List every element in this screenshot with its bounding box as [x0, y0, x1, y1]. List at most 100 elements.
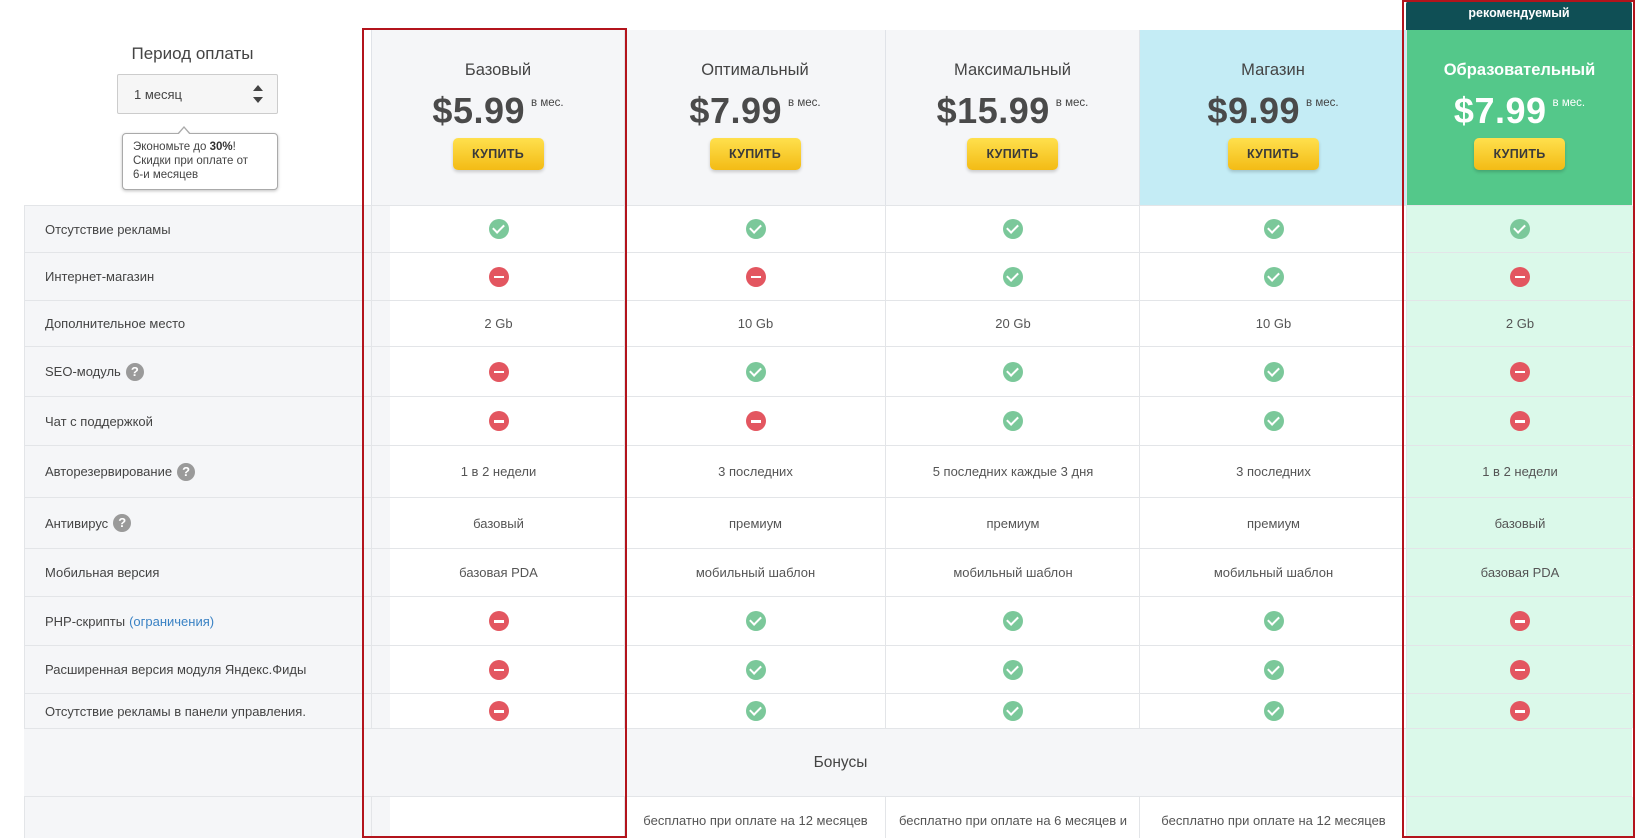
check-icon [745, 611, 766, 631]
feature-cell [1139, 206, 1407, 252]
buy-button[interactable]: КУПИТЬ [1227, 138, 1319, 170]
feature-cell [1406, 646, 1633, 693]
feature-cell [885, 646, 1140, 693]
feature-label-text: Отсутствие рекламы [45, 221, 171, 237]
feature-value: 5 последних каждые 3 дня [932, 464, 1094, 479]
buy-button[interactable]: КУПИТЬ [1474, 138, 1565, 170]
plan-header-1: Базовый $5.99 в мес. КУПИТЬ [371, 30, 624, 205]
period-select[interactable]: 1 месяц [117, 74, 278, 114]
feature-cell: базовый [371, 498, 625, 548]
feature-label-text: PHP-скрипты [45, 613, 126, 629]
feature-value: 10 Gb [737, 316, 774, 331]
feature-cell [885, 597, 1140, 645]
check-icon [1263, 411, 1284, 431]
feature-value: 20 Gb [995, 316, 1031, 331]
selection-box-educational [1402, 0, 1635, 838]
bonus-text: бесплатно при оплате на 12 месяцев [643, 813, 868, 828]
feature-label: Мобильная версия [24, 549, 390, 596]
feature-cell [1139, 694, 1407, 728]
feature-row: Мобильная версия базовая PDA мобильный шаб… [24, 548, 1633, 596]
feature-value: мобильный шаблон [1213, 565, 1334, 580]
feature-label: Отсутствие рекламы в панели управления. [24, 694, 390, 728]
feature-cell: базовая PDA [371, 549, 625, 596]
feature-cell [371, 597, 625, 645]
feature-label-text: Интернет-магазин [45, 269, 155, 284]
feature-cell: базовый [1406, 498, 1633, 548]
bonus-title: Бонусы [813, 753, 868, 771]
minus-icon [1510, 361, 1530, 382]
check-icon [1003, 411, 1023, 431]
bonus-rec-cell [1406, 729, 1632, 796]
feature-cell: 2 Gb [371, 301, 625, 346]
feature-row: Отсутствие рекламы [24, 205, 1633, 252]
feature-cell: премиум [1139, 498, 1407, 548]
minus-icon [488, 411, 509, 431]
feature-cell: мобильный шаблон [885, 549, 1140, 596]
buy-button[interactable]: КУПИТЬ [967, 138, 1058, 170]
feature-label: Расширенная версия модуля Яндекс.Фиды [24, 646, 390, 693]
bonus-cell: бесплатно при оплате на 12 месяцев [624, 797, 886, 838]
tooltip-line-2: Скидки при оплате от [133, 155, 248, 167]
price-amount: $9.99 [1207, 90, 1301, 131]
feature-label-text: Дополнительное место [45, 316, 186, 331]
feature-label: Отсутствие рекламы [24, 206, 390, 252]
feature-value: 1 в 2 недели [460, 464, 537, 479]
check-icon [1263, 611, 1284, 631]
minus-icon [488, 659, 509, 680]
feature-cell: 2 Gb [1406, 301, 1633, 346]
feature-label-text: Авторезервирование [45, 464, 173, 479]
feature-cell [624, 206, 886, 252]
feature-value: базовая PDA [1480, 565, 1560, 580]
feature-cell: 3 последних [624, 446, 886, 497]
buy-button[interactable]: КУПИТЬ [709, 138, 801, 170]
feature-label: PHP-скрипты (ограничения) [24, 597, 390, 645]
bonus-text: бесплатно при оплате на 12 месяцев [1161, 813, 1386, 828]
feature-row: Дополнительное место 2 Gb 10 Gb 20 Gb 10 Gb 2… [24, 300, 1633, 346]
feature-label-text: Отсутствие рекламы в панели управления. [45, 703, 306, 719]
minus-icon [745, 411, 766, 431]
feature-row: Интернет-магазин [24, 252, 1633, 300]
help-icon[interactable]: ? [113, 514, 132, 532]
plan-name: Базовый [464, 61, 532, 79]
check-icon [1003, 219, 1023, 239]
bonus-cell [1406, 797, 1633, 838]
feature-cell [1139, 397, 1407, 445]
buy-button[interactable]: КУПИТЬ [452, 138, 544, 170]
feature-cell: 3 последних [1139, 446, 1407, 497]
feature-value: мобильный шаблон [953, 565, 1073, 580]
bonus-details-row: бесплатно при оплате на 12 месяцев беспла… [24, 796, 1633, 838]
feature-label-text: Чат с поддержкой [45, 413, 153, 429]
feature-cell [371, 253, 625, 300]
feature-row: SEO-модуль? [24, 346, 1633, 396]
feature-cell [1139, 646, 1407, 693]
feature-label-text: Расширенная версия модуля Яндекс.Фиды [45, 662, 307, 677]
bonus-text: бесплатно при оплате на 6 месяцев и [898, 813, 1128, 828]
check-icon [1003, 266, 1023, 287]
minus-icon [1510, 611, 1530, 631]
recommended-banner: рекомендуемый [1406, 1, 1632, 30]
feature-label: Чат с поддержкой [24, 397, 390, 445]
price-amount: $7.99 [1453, 90, 1547, 131]
plan-name: Максимальный [954, 61, 1071, 79]
plan-price: $9.99 в мес. [1140, 90, 1406, 131]
feature-cell [371, 397, 625, 445]
check-icon [1003, 659, 1023, 680]
help-icon[interactable]: ? [125, 362, 144, 381]
restrictions-link[interactable]: (ограничения) [129, 613, 215, 629]
feature-value: 10 Gb [1255, 316, 1292, 331]
plan-name: Магазин [1241, 61, 1305, 79]
minus-icon [1510, 701, 1530, 721]
feature-cell [371, 694, 625, 728]
help-icon[interactable]: ? [177, 462, 196, 481]
feature-value: премиум [986, 515, 1040, 531]
feature-value: премиум [1247, 515, 1300, 531]
feature-label: SEO-модуль? [24, 347, 390, 396]
check-icon [1263, 219, 1284, 239]
feature-value: базовый [473, 515, 524, 531]
check-icon [745, 659, 766, 680]
feature-label: Интернет-магазин [24, 253, 390, 300]
price-amount: $15.99 [936, 90, 1050, 131]
feature-cell: 1 в 2 недели [371, 446, 625, 497]
feature-cell: 1 в 2 недели [1406, 446, 1633, 497]
feature-label-text: Антивирус [45, 515, 109, 531]
